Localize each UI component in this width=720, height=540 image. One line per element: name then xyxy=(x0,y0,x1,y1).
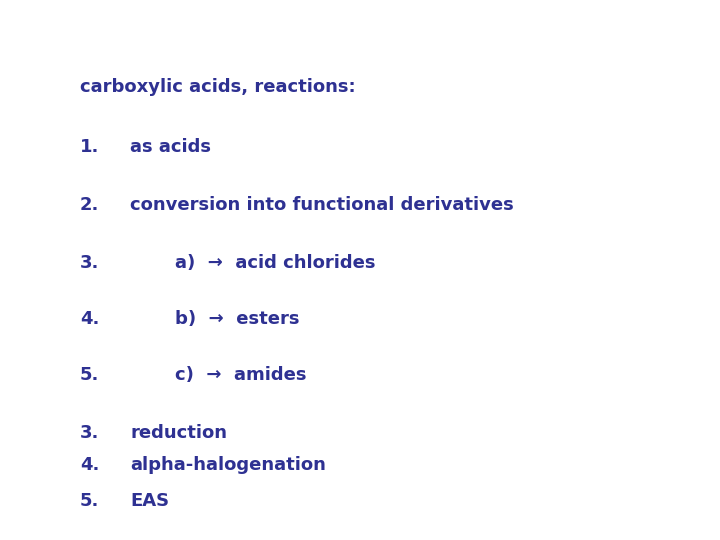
Text: 4.: 4. xyxy=(80,456,99,474)
Text: c)  →  amides: c) → amides xyxy=(175,366,307,384)
Text: conversion into functional derivatives: conversion into functional derivatives xyxy=(130,196,514,214)
Text: 3.: 3. xyxy=(80,254,99,272)
Text: a)  →  acid chlorides: a) → acid chlorides xyxy=(175,254,376,272)
Text: 1.: 1. xyxy=(80,138,99,156)
Text: carboxylic acids, reactions:: carboxylic acids, reactions: xyxy=(80,78,356,96)
Text: 2.: 2. xyxy=(80,196,99,214)
Text: 4.: 4. xyxy=(80,310,99,328)
Text: as acids: as acids xyxy=(130,138,211,156)
Text: 5.: 5. xyxy=(80,366,99,384)
Text: reduction: reduction xyxy=(130,424,227,442)
Text: b)  →  esters: b) → esters xyxy=(175,310,300,328)
Text: EAS: EAS xyxy=(130,492,169,510)
Text: 3.: 3. xyxy=(80,424,99,442)
Text: 5.: 5. xyxy=(80,492,99,510)
Text: alpha-halogenation: alpha-halogenation xyxy=(130,456,326,474)
